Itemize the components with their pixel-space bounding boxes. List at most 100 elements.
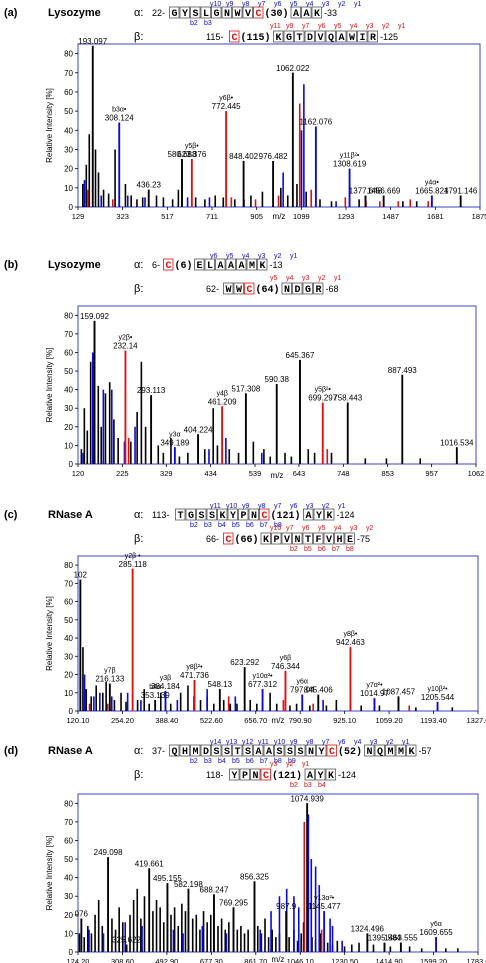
x-tick-label: 225 xyxy=(116,469,129,478)
x-tick-label: 1783.6 xyxy=(467,957,486,963)
peak-label: 102 xyxy=(74,571,88,580)
panel-label: (b) xyxy=(4,259,18,271)
alpha-y-ion: y6 xyxy=(338,739,346,746)
residue-box xyxy=(248,508,259,521)
peak-label: 325.622 xyxy=(112,936,141,945)
beta-y-ion: y5 xyxy=(334,23,342,30)
x-tick-label: 120 xyxy=(72,469,85,478)
residue-box xyxy=(239,768,250,781)
y-tick-label: 20 xyxy=(64,671,73,680)
ion-annotation: y6β xyxy=(280,655,291,662)
alpha-residue: M xyxy=(398,747,404,758)
peak-label: 1456.669 xyxy=(367,186,401,195)
alpha-y-ion: y4 xyxy=(354,739,362,746)
x-tick-label: 1875 xyxy=(472,212,486,221)
beta-start: 66- xyxy=(206,534,219,544)
alpha-y-ion: y1 xyxy=(402,739,410,746)
peak-label: 1014.97 xyxy=(360,689,389,698)
peak-label: 216.133 xyxy=(95,675,124,684)
alpha-residue: C xyxy=(256,9,262,20)
residue-box xyxy=(304,768,315,781)
x-tick-label: 656.70 xyxy=(244,716,267,725)
residue-box xyxy=(357,30,368,43)
peak-label: 353.139 xyxy=(141,691,170,700)
alpha-y-ion: y5 xyxy=(290,1,298,8)
y-tick-label: 10 xyxy=(64,184,73,193)
ion-annotation: y10α²• xyxy=(253,673,274,680)
protein-name: Lysozyme xyxy=(48,259,101,271)
alpha-residue: S xyxy=(287,747,293,758)
ion-annotation: y6α xyxy=(297,679,308,686)
alpha-y-ion: y11 xyxy=(258,739,269,746)
y-tick-label: 40 xyxy=(64,126,73,135)
beta-y-ion: y6 xyxy=(318,23,326,30)
y-axis-label: Relative Intensity [%] xyxy=(45,596,54,671)
residue-box xyxy=(281,282,292,295)
alpha-residue: C xyxy=(262,511,268,522)
y-tick-label: 70 xyxy=(64,330,73,339)
alpha-residue: (30) xyxy=(265,8,289,20)
residue-box xyxy=(190,744,201,757)
residue-box xyxy=(242,6,253,19)
beta-residue: Q xyxy=(328,33,334,44)
x-tick-label: 1414.90 xyxy=(376,957,403,963)
alpha-residue: Y xyxy=(319,747,325,758)
peak-label: 845.406 xyxy=(304,686,333,695)
alpha-residue: S xyxy=(277,747,283,758)
y-tick-label: 30 xyxy=(64,145,73,154)
y-tick-label: 70 xyxy=(64,69,73,78)
alpha-y-ion: y9 xyxy=(242,503,250,510)
peak-label: 419.661 xyxy=(135,859,164,868)
beta-y-ion: y7 xyxy=(286,525,294,532)
plot-frame xyxy=(77,555,479,712)
beta-end: -75 xyxy=(357,534,370,544)
alpha-residue: Q xyxy=(172,747,178,758)
residue-box xyxy=(175,508,186,521)
residue-box xyxy=(253,744,264,757)
ion-annotation: y3α xyxy=(169,431,180,438)
beta-y-ion: y10 xyxy=(270,525,281,532)
y-tick-label: 10 xyxy=(64,929,73,938)
residue-box xyxy=(301,6,312,19)
alpha-y-ion: y8 xyxy=(242,1,250,8)
beta-residue: T xyxy=(305,535,311,546)
alpha-y-ion: y9 xyxy=(290,739,298,746)
residue-box xyxy=(263,744,274,757)
residue-box xyxy=(238,508,249,521)
beta-y-ion: y1 xyxy=(334,275,342,282)
peak-label: 1377.648 xyxy=(349,186,383,195)
beta-residue: N xyxy=(284,285,290,296)
ion-annotation: b3α• xyxy=(112,107,127,114)
y-tick-label: 60 xyxy=(64,598,73,607)
beta-residue: K xyxy=(328,771,334,782)
residue-box xyxy=(304,30,315,43)
residue-box xyxy=(344,532,355,545)
alpha-b-ion: b5 xyxy=(232,758,240,765)
alpha-y-ion: y8 xyxy=(306,739,314,746)
y-tick-label: 60 xyxy=(64,836,73,845)
residue-box xyxy=(395,744,406,757)
alpha-b-ion: b9 xyxy=(288,758,296,765)
alpha-start: 113- xyxy=(152,510,169,520)
peak-label: 285.118 xyxy=(119,560,148,569)
y-tick-label: 80 xyxy=(64,561,73,570)
residue-box xyxy=(233,282,244,295)
alpha-residue: A xyxy=(293,9,299,20)
x-tick-label: 434 xyxy=(204,469,217,478)
residue-box xyxy=(196,508,207,521)
residue-box xyxy=(313,282,324,295)
ion-annotation: y10β²• xyxy=(428,686,449,693)
beta-residue: (121) xyxy=(272,770,302,782)
beta-residue: Y xyxy=(232,771,238,782)
y-tick-label: 60 xyxy=(64,88,73,97)
y-axis-label: Relative Intensity [%] xyxy=(45,836,54,911)
residue-box xyxy=(305,744,316,757)
y-tick-label: 0 xyxy=(69,707,74,716)
alpha-residue: A xyxy=(256,747,262,758)
beta-residue: P xyxy=(274,535,280,546)
beta-residue: V xyxy=(326,535,332,546)
y-tick-label: 80 xyxy=(64,799,73,808)
ion-annotation: y8β²• xyxy=(186,664,203,671)
ion-annotation: y5β• xyxy=(185,143,199,150)
y-tick-label: 0 xyxy=(69,460,74,469)
